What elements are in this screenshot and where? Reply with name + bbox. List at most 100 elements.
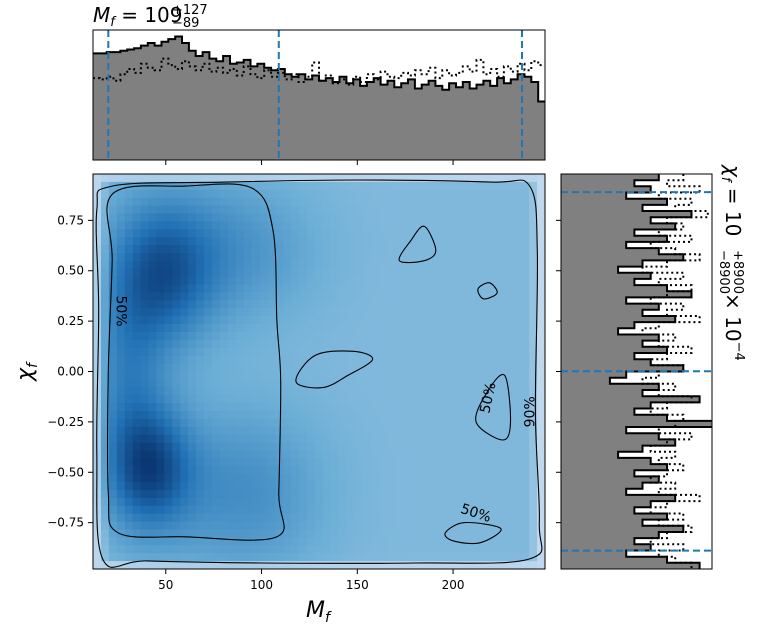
density-cell <box>346 371 356 380</box>
density-cell <box>299 497 308 507</box>
density-cell <box>299 395 308 404</box>
density-cell <box>307 474 316 483</box>
density-cell <box>497 371 506 380</box>
density-cell <box>180 466 189 475</box>
density-cell <box>529 418 538 428</box>
density-cell <box>505 387 514 396</box>
density-cell <box>370 339 380 349</box>
density-cell <box>346 205 356 215</box>
density-cell <box>505 221 514 230</box>
density-cell <box>315 553 324 562</box>
density-cell <box>172 268 181 278</box>
density-cell <box>100 332 110 341</box>
density-cell <box>505 300 514 309</box>
density-cell <box>378 300 387 309</box>
density-cell <box>386 426 395 436</box>
density-cell <box>513 553 522 562</box>
density-cell <box>227 339 237 349</box>
density-cell <box>140 513 150 523</box>
density-cell <box>465 553 475 562</box>
density-cell <box>164 237 173 246</box>
density-cell <box>219 355 229 365</box>
density-cell <box>204 466 213 475</box>
density-cell <box>441 371 451 380</box>
density-cell <box>410 395 419 404</box>
density-cell <box>362 308 372 317</box>
density-cell <box>473 174 483 183</box>
density-cell <box>283 363 292 373</box>
density-cell <box>204 490 213 499</box>
density-cell <box>299 308 308 317</box>
density-cell <box>346 284 356 294</box>
density-cell <box>513 561 522 569</box>
density-cell <box>93 553 102 562</box>
density-cell <box>473 411 483 420</box>
density-cell <box>370 371 380 380</box>
density-cell <box>108 426 118 436</box>
density-cell <box>386 474 395 483</box>
density-cell <box>93 213 102 222</box>
density-cell <box>473 347 483 357</box>
density-cell <box>426 308 435 317</box>
density-cell <box>156 395 165 404</box>
density-cell <box>148 458 158 467</box>
density-cell <box>108 324 118 333</box>
density-cell <box>354 260 364 270</box>
density-cell <box>370 553 380 562</box>
density-cell <box>116 197 126 207</box>
density-cell <box>489 387 499 396</box>
density-cell <box>433 458 443 467</box>
density-cell <box>338 284 348 294</box>
density-cell <box>283 513 292 523</box>
density-cell <box>481 387 491 396</box>
density-cell <box>370 347 380 357</box>
density-cell <box>441 260 451 270</box>
density-cell <box>378 339 387 349</box>
density-cell <box>275 371 284 380</box>
density-cell <box>410 276 419 286</box>
density-cell <box>497 403 506 412</box>
density-cell <box>164 379 173 388</box>
density-cell <box>156 497 165 507</box>
density-cell <box>346 537 356 546</box>
density-cell <box>148 442 158 452</box>
density-cell <box>378 292 387 301</box>
density-cell <box>473 458 483 467</box>
density-cell <box>283 442 292 452</box>
density-cell <box>132 505 142 515</box>
density-cell <box>489 450 499 459</box>
density-cell <box>259 466 269 475</box>
density-cell <box>378 197 387 207</box>
density-cell <box>204 434 213 444</box>
density-cell <box>227 529 237 538</box>
density-cell <box>330 490 340 499</box>
density-cell <box>108 553 118 562</box>
density-cell <box>402 174 411 183</box>
density-cell <box>441 332 451 341</box>
density-cell <box>164 395 173 404</box>
density-cell <box>513 411 522 420</box>
density-cell <box>521 482 530 491</box>
density-cell <box>394 221 403 230</box>
density-cell <box>315 355 324 365</box>
density-cell <box>489 497 499 507</box>
density-cell <box>322 371 332 380</box>
density-cell <box>259 513 269 523</box>
density-cell <box>204 529 213 538</box>
density-cell <box>433 513 443 523</box>
density-cell <box>196 229 205 238</box>
density-cell <box>196 221 205 230</box>
density-cell <box>243 537 253 546</box>
density-cell <box>211 332 221 341</box>
density-cell <box>473 513 483 523</box>
density-cell <box>235 268 245 278</box>
density-cell <box>449 434 459 444</box>
density-cell <box>481 403 491 412</box>
density-cell <box>513 316 522 325</box>
density-cell <box>227 308 237 317</box>
density-cell <box>497 537 506 546</box>
density-cell <box>251 418 261 428</box>
density-cell <box>180 174 189 183</box>
density-cell <box>148 237 158 246</box>
density-cell <box>330 371 340 380</box>
